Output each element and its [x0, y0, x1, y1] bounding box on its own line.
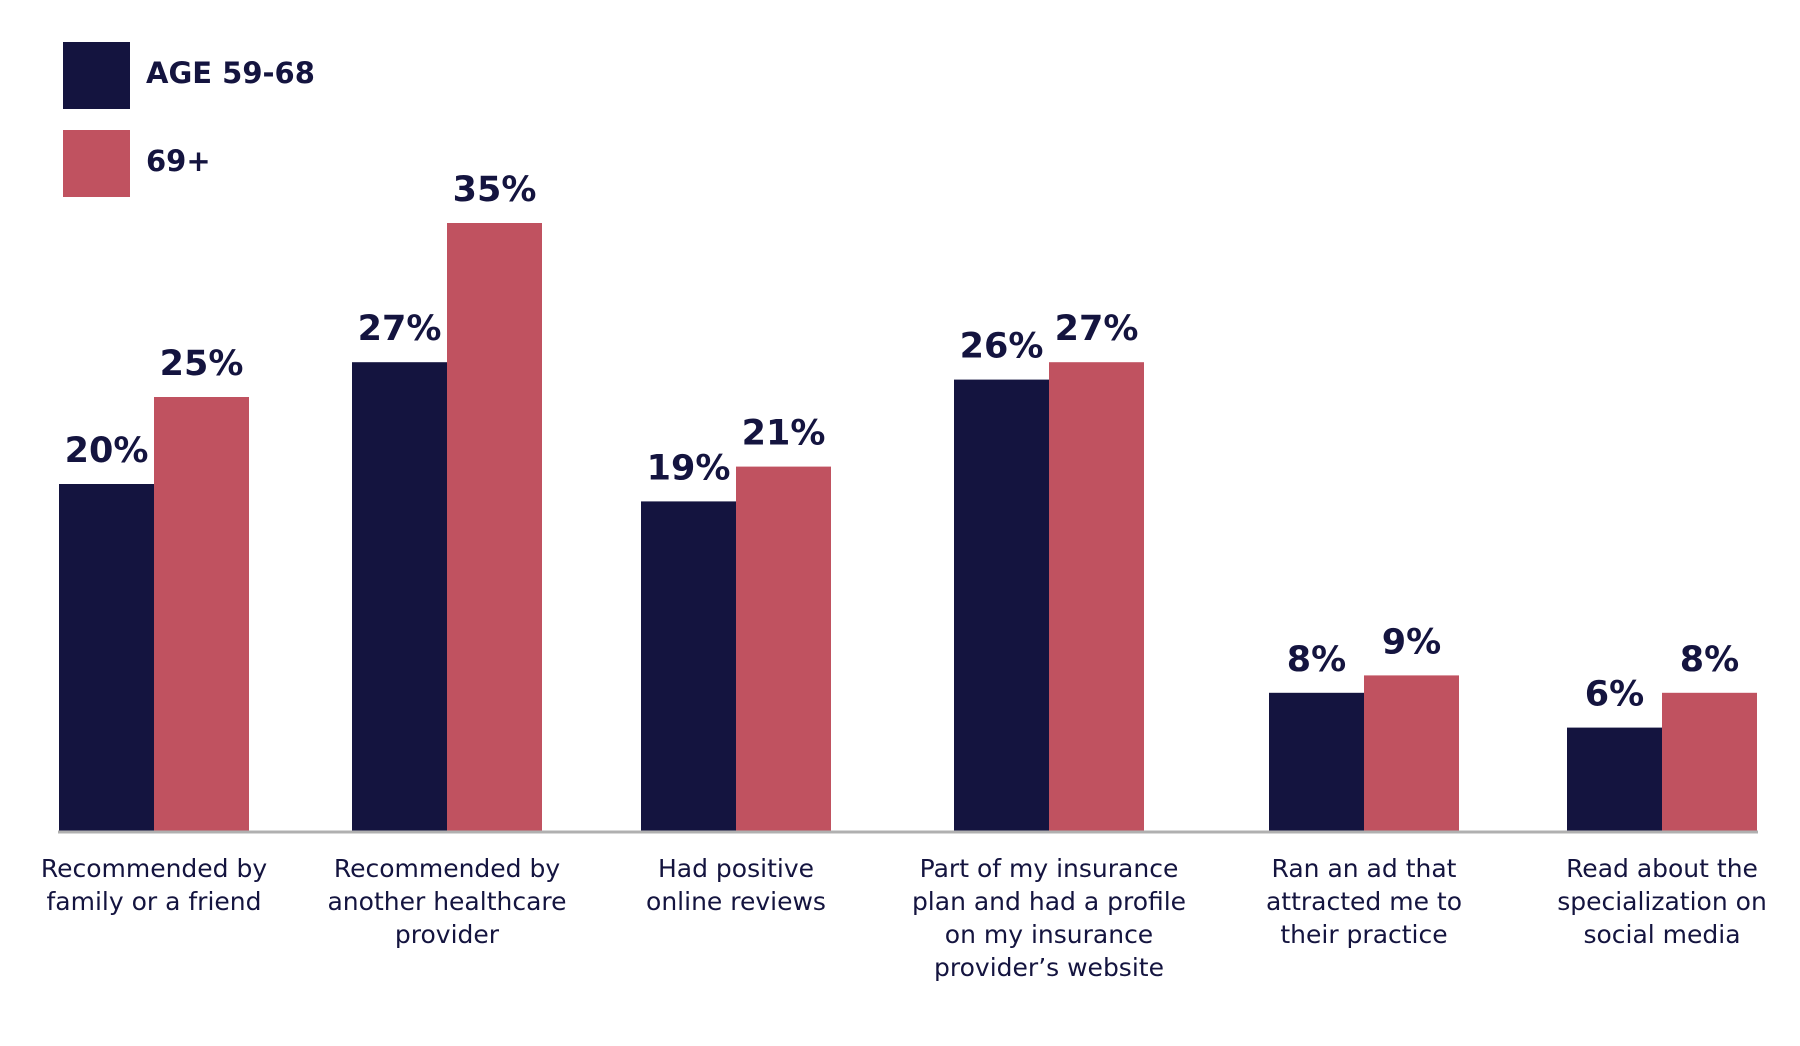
bar [59, 484, 154, 832]
value-label: 26% [960, 327, 1044, 367]
x-tick-label: Had positive online reviews [646, 854, 826, 916]
value-label: 27% [1055, 309, 1139, 349]
value-label: 19% [647, 448, 731, 488]
bar [1662, 692, 1757, 832]
x-tick-label: Ran an ad that attracted me to their pra… [1265, 854, 1463, 949]
bar [352, 362, 447, 832]
legend-label: 69+ [146, 144, 211, 178]
bar [1364, 675, 1459, 832]
x-tick-label: Recommended by another healthcare provid… [327, 854, 567, 949]
x-tick-label: Part of my insurance plan and had a prof… [911, 854, 1187, 982]
value-label: 35% [453, 170, 537, 210]
bar [1269, 692, 1364, 832]
value-label: 27% [358, 309, 442, 349]
value-label: 6% [1585, 675, 1644, 715]
bar [154, 397, 249, 832]
legend-swatch [63, 42, 130, 109]
legend-swatch [63, 130, 130, 197]
legend-label: AGE 59-68 [146, 56, 315, 90]
bar [736, 466, 831, 832]
value-label: 21% [742, 414, 826, 454]
value-label: 8% [1287, 640, 1346, 680]
value-label: 9% [1382, 622, 1441, 662]
bar [1049, 362, 1144, 832]
value-label: 8% [1680, 640, 1739, 680]
bar [954, 379, 1049, 832]
x-tick-label: Recommended by family or a friend [40, 854, 268, 916]
bar [1567, 727, 1662, 832]
x-tick-label: Read about the specialization on social … [1557, 854, 1767, 949]
value-label: 20% [65, 431, 149, 471]
bar [447, 223, 542, 832]
value-label: 25% [160, 344, 244, 384]
bar [641, 501, 736, 832]
